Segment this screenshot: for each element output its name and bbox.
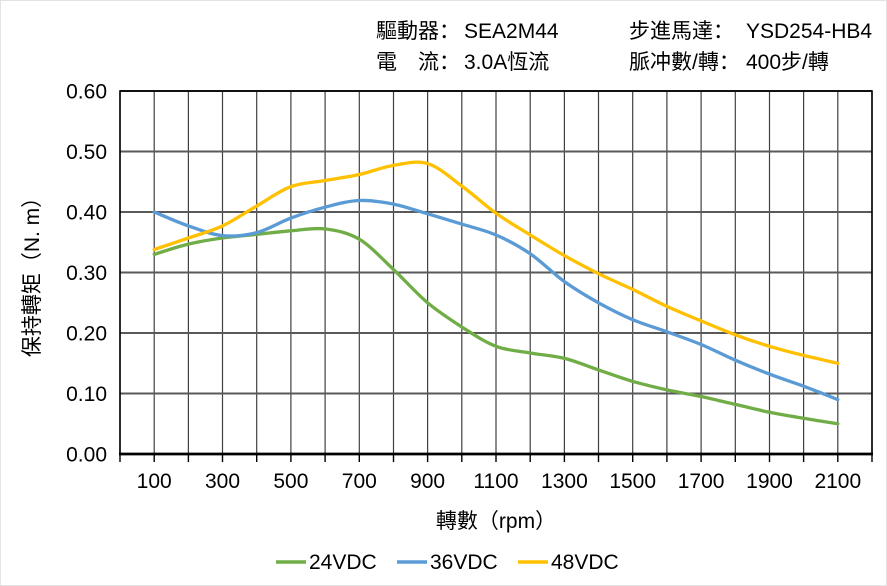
y-tick-label: 0.20 <box>66 323 107 346</box>
y-tick-label: 0.10 <box>66 383 107 406</box>
pulses-value: 400步/轉 <box>746 51 829 74</box>
x-axis-title: 轉數（rpm） <box>436 510 556 533</box>
motor-value: YSD254-HB4 <box>746 20 873 43</box>
x-tick-label: 900 <box>410 470 445 493</box>
x-tick-label: 300 <box>205 470 240 493</box>
y-tick-label: 0.30 <box>66 262 107 285</box>
y-tick-label: 0.50 <box>66 141 107 164</box>
legend-label-24VDC: 24VDC <box>309 551 377 574</box>
current-value: 3.0A恆流 <box>464 51 550 74</box>
x-tick-label: 1900 <box>746 470 793 493</box>
series-line-24VDC <box>152 226 840 426</box>
x-tick-label: 2100 <box>814 470 861 493</box>
y-tick-label: 0.60 <box>66 81 107 104</box>
x-tick-label: 500 <box>273 470 308 493</box>
x-tick-label: 1700 <box>678 470 725 493</box>
y-tick-label: 0.40 <box>66 202 107 225</box>
driver-value: SEA2M44 <box>464 20 559 43</box>
series-line-48VDC <box>152 160 840 365</box>
driver-label: 驅動器： <box>376 20 460 43</box>
legend-label-36VDC: 36VDC <box>430 551 498 574</box>
y-axis-title: 保持轉矩（N. m） <box>21 187 44 357</box>
legend-label-48VDC: 48VDC <box>551 551 619 574</box>
y-tick-label: 0.00 <box>66 444 107 467</box>
x-tick-label: 100 <box>137 470 172 493</box>
x-tick-label: 1300 <box>541 470 588 493</box>
motor-label: 步進馬達： <box>629 20 734 43</box>
series-line-36VDC <box>152 198 840 402</box>
x-tick-label: 700 <box>342 470 377 493</box>
pulses-label: 脈冲數/轉： <box>629 51 740 74</box>
x-tick-label: 1100 <box>473 470 518 493</box>
x-tick-label: 1500 <box>609 470 656 493</box>
current-label: 電 流： <box>376 51 460 74</box>
